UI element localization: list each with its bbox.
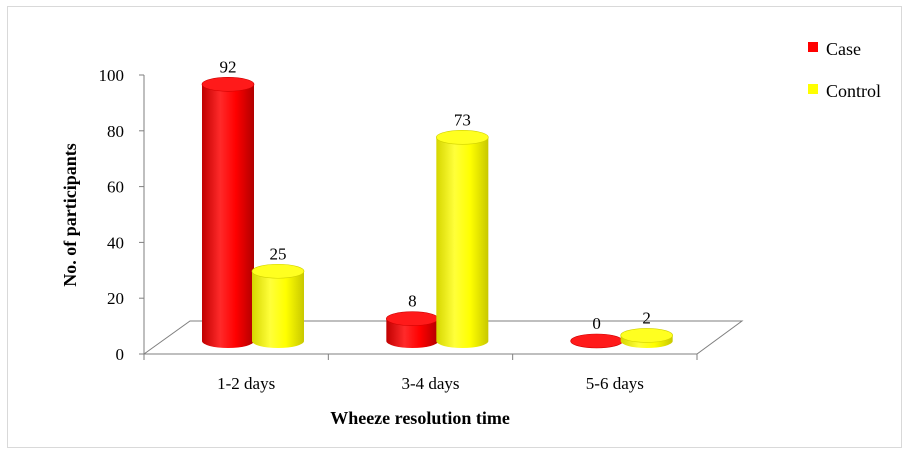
x-axis-ticks: 1-2 days 3-4 days 5-6 days xyxy=(143,354,698,393)
x-tick-label: 5-6 days xyxy=(586,374,644,393)
y-tick-label: 20 xyxy=(107,289,124,308)
bar-cap xyxy=(201,77,255,92)
bar-body xyxy=(252,271,304,348)
bar-cap xyxy=(436,130,489,145)
data-label: 2 xyxy=(642,308,651,327)
legend-label-control: Control xyxy=(826,81,881,101)
bar-body xyxy=(386,318,439,348)
y-axis-title: No. of participants xyxy=(60,143,80,287)
x-tick-label: 1-2 days xyxy=(217,374,275,393)
data-label: 73 xyxy=(454,110,471,129)
bar-cap xyxy=(620,328,673,343)
legend-label-case: Case xyxy=(826,39,861,59)
y-tick-label: 60 xyxy=(107,178,124,197)
bar-body xyxy=(202,84,254,348)
data-label: 92 xyxy=(220,57,237,76)
legend-swatch-control xyxy=(808,84,818,94)
data-label: 8 xyxy=(408,292,417,311)
data-label: 0 xyxy=(592,314,601,333)
bar-body xyxy=(436,137,489,348)
bar-case-1 xyxy=(386,311,439,348)
y-tick-label: 100 xyxy=(99,66,125,85)
bar-case-0 xyxy=(201,77,255,348)
legend: Case Control xyxy=(808,39,881,101)
bar-control-1 xyxy=(436,130,489,348)
bar-case-2 xyxy=(570,333,623,349)
bar-cap xyxy=(386,311,439,326)
x-axis-title: Wheeze resolution time xyxy=(330,408,510,428)
bars xyxy=(201,77,673,349)
y-axis-ticks: 0 20 40 60 80 100 xyxy=(99,66,144,364)
y-tick-label: 40 xyxy=(107,233,124,252)
y-tick-label: 0 xyxy=(116,345,125,364)
y-tick-label: 80 xyxy=(107,122,124,141)
data-label: 25 xyxy=(270,244,287,263)
bar-control-2 xyxy=(620,328,673,348)
bar-control-0 xyxy=(251,263,305,348)
bar-cap xyxy=(251,263,305,279)
legend-swatch-case xyxy=(808,42,818,52)
bar-cap xyxy=(570,333,623,349)
x-tick-label: 3-4 days xyxy=(401,374,459,393)
data-labels: 92 25 8 73 0 2 xyxy=(220,57,651,333)
